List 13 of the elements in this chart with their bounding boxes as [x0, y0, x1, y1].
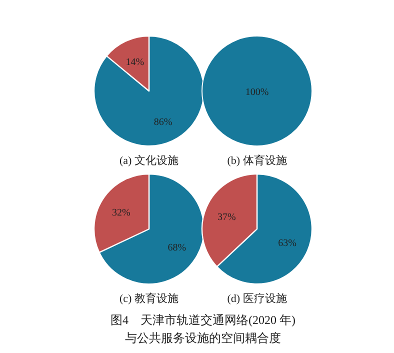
data-label: 68%: [168, 242, 186, 254]
text: 与公共服务设施的空间耦合度: [125, 331, 281, 345]
data-label: 14%: [126, 57, 144, 68]
caption: 图4 天津市轨道交通网络(2020 年): [110, 313, 296, 327]
data-label: 86%: [154, 116, 172, 128]
data-label: 63%: [278, 238, 296, 250]
text: (b) 体育设施: [227, 154, 287, 167]
data-label: 37%: [218, 212, 236, 223]
text: (d) 医疗设施: [227, 292, 287, 305]
data-label: 100%: [245, 87, 269, 98]
data-label: 32%: [112, 207, 130, 218]
text: (c) 教育设施: [120, 292, 178, 305]
text: (a) 文化设施: [120, 154, 178, 167]
